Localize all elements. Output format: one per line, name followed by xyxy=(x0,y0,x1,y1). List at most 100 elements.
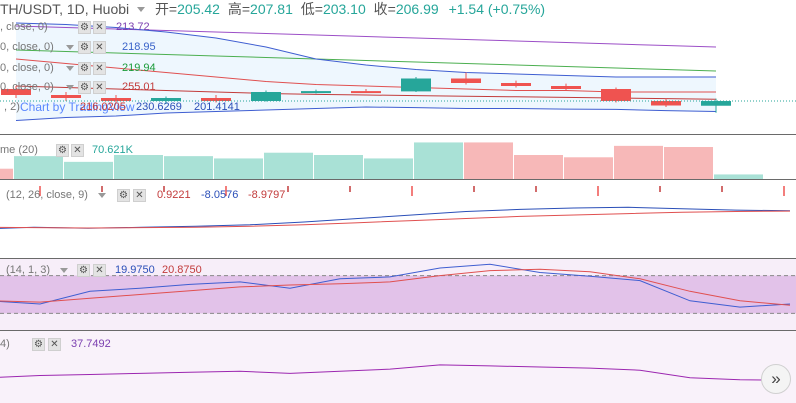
candle-body xyxy=(1,89,31,95)
price-chart[interactable] xyxy=(0,0,796,134)
volume-bar xyxy=(14,156,63,179)
settings-icon[interactable]: ⚙ xyxy=(78,81,91,94)
stoch-d-line xyxy=(0,268,791,306)
candle-body xyxy=(401,78,431,92)
close-icon[interactable]: ✕ xyxy=(71,144,84,157)
bollinger-lower-line xyxy=(15,106,717,121)
caret-icon[interactable] xyxy=(66,45,74,50)
high-label: 高= xyxy=(227,1,251,17)
symbol-header: TH/USDT, 1D, Huobi 开=205.42 高=207.81 低=2… xyxy=(0,0,545,18)
close-icon[interactable]: ✕ xyxy=(93,62,106,75)
symbol-caret-icon[interactable] xyxy=(137,7,146,12)
macd-pane[interactable]: (12, 26, close, 9) ⚙ ✕ 0.9221 -8.0576 -8… xyxy=(0,180,796,258)
pane-separator[interactable] xyxy=(0,134,796,135)
volume-label[interactable]: me (20) xyxy=(0,144,38,156)
settings-icon[interactable]: ⚙ xyxy=(56,144,69,157)
indicator-value-2: 218.95 xyxy=(122,41,156,53)
candle-body xyxy=(501,83,531,86)
candle-body xyxy=(601,89,631,101)
caret-icon[interactable] xyxy=(66,66,74,71)
pane-separator[interactable] xyxy=(0,258,796,259)
volume-bar xyxy=(614,145,663,179)
close-icon[interactable]: ✕ xyxy=(93,21,106,34)
stoch-background xyxy=(0,259,796,330)
candle-body xyxy=(651,101,681,106)
macd-line xyxy=(0,206,791,229)
bb-value-basis: 216.0205 xyxy=(80,101,126,113)
candle-body xyxy=(151,98,181,101)
bb-value-lower: 201.4141 xyxy=(194,101,240,113)
caret-icon[interactable] xyxy=(98,193,106,198)
indicator-value-1: 213.72 xyxy=(116,21,150,33)
candle-body xyxy=(101,98,131,101)
settings-icon[interactable]: ⚙ xyxy=(78,41,91,54)
volume-bar xyxy=(164,156,213,179)
volume-bar xyxy=(464,142,513,179)
close-label: 收= xyxy=(373,1,396,17)
indicator-label-4[interactable]: 0, close, 0) xyxy=(0,81,54,93)
settings-icon[interactable]: ⚙ xyxy=(77,264,90,277)
volume-bar xyxy=(714,174,763,179)
close-icon[interactable]: ✕ xyxy=(133,189,146,202)
macd-label[interactable]: (12, 26, close, 9) xyxy=(6,189,88,201)
volume-bar xyxy=(414,142,463,179)
bollinger-band-fill xyxy=(16,23,716,121)
volume-bar xyxy=(664,147,713,179)
settings-icon[interactable]: ⚙ xyxy=(78,62,91,75)
close-icon[interactable]: ✕ xyxy=(48,338,61,351)
close-icon[interactable]: ✕ xyxy=(93,41,106,54)
bb-label[interactable]: , 2) xyxy=(4,101,20,113)
close-icon[interactable]: ✕ xyxy=(93,81,106,94)
watermark: Chart by TradingView xyxy=(20,100,135,114)
candle-body xyxy=(551,86,581,89)
settings-icon[interactable]: ⚙ xyxy=(78,21,91,34)
pane-separator[interactable] xyxy=(0,330,796,331)
stoch-label[interactable]: (14, 1, 3) xyxy=(6,264,51,276)
stoch-pane[interactable]: (14, 1, 3) ⚙ ✕ 19.9750 20.8750 xyxy=(0,259,796,330)
macd-signal-value: -8.9797 xyxy=(248,189,286,201)
candle-body xyxy=(251,92,281,101)
rsi-label[interactable]: 4) xyxy=(0,338,10,350)
close-icon[interactable]: ✕ xyxy=(93,264,106,277)
caret-icon[interactable] xyxy=(60,268,68,273)
indicator-label-3[interactable]: 0, close, 0) xyxy=(0,62,54,74)
candle-body xyxy=(301,91,331,94)
macd-chart[interactable] xyxy=(0,180,796,258)
change-value: +1.54 (+0.75%) xyxy=(448,1,546,17)
volume-bar xyxy=(514,155,563,179)
indicator-label-2[interactable]: 0, close, 0) xyxy=(0,41,54,53)
bollinger-upper-line xyxy=(15,22,716,78)
candle-body xyxy=(701,101,731,106)
candle-body xyxy=(351,91,381,94)
open-label: 开= xyxy=(154,1,178,17)
indicator-label-1[interactable]: , close, 0) xyxy=(0,21,48,33)
volume-pane[interactable]: me (20) ⚙ ✕ 70.621K xyxy=(0,135,796,179)
stoch-chart[interactable] xyxy=(0,259,796,330)
volume-chart[interactable] xyxy=(0,135,796,179)
bollinger-basis-line xyxy=(15,85,717,100)
low-value: 203.10 xyxy=(322,1,366,17)
volume-bar xyxy=(314,155,363,179)
rsi-pane[interactable]: 4) ⚙ ✕ 37.7492 » xyxy=(0,331,796,403)
settings-icon[interactable]: ⚙ xyxy=(117,189,130,202)
indicator-value-4: 255.01 xyxy=(122,81,156,93)
rsi-background xyxy=(0,331,796,403)
high-value: 207.81 xyxy=(250,1,293,17)
caret-icon[interactable] xyxy=(66,85,74,90)
rsi-chart[interactable] xyxy=(0,331,796,403)
price-pane[interactable]: TH/USDT, 1D, Huobi 开=205.42 高=207.81 低=2… xyxy=(0,0,796,134)
bb-value-upper: 230.6269 xyxy=(136,101,182,113)
settings-icon[interactable]: ⚙ xyxy=(32,338,45,351)
volume-bar xyxy=(564,157,613,179)
volume-bar xyxy=(0,168,13,179)
macd-signal-line xyxy=(0,210,791,229)
volume-bar xyxy=(364,158,413,179)
low-label: 低= xyxy=(300,1,323,17)
macd-histogram-value: 0.9221 xyxy=(157,189,191,201)
volume-bar xyxy=(214,158,263,179)
volume-bar xyxy=(64,161,113,179)
indicator-value-3: 219.94 xyxy=(122,62,156,74)
candle-body xyxy=(201,98,231,101)
pane-separator[interactable] xyxy=(0,179,796,180)
scroll-right-button[interactable]: » xyxy=(761,364,791,394)
